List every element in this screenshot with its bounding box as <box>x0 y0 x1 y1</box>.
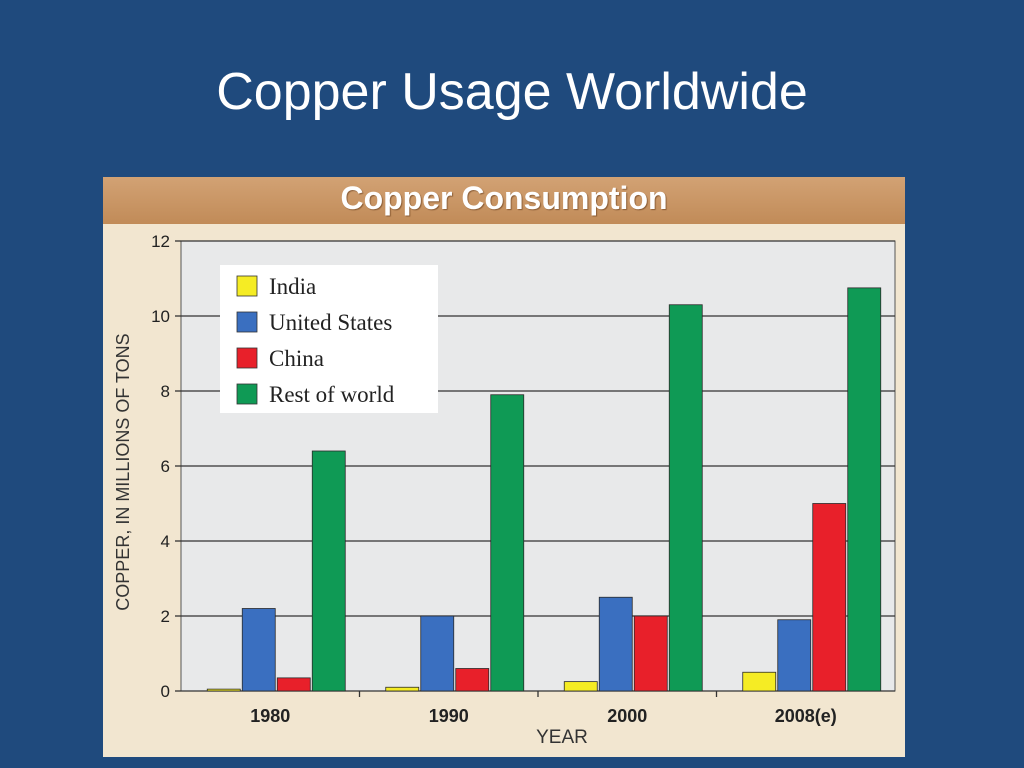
bar-united-states <box>420 615 455 692</box>
bar-chart: 0 2 4 6 8 10 12 1980 1990 2000 2008(e) YEAR COPPER, … <box>113 232 896 748</box>
legend-label: China <box>269 346 324 371</box>
legend-swatch-united-states <box>236 311 258 333</box>
x-tick-label: 1980 <box>250 706 290 726</box>
y-tick-label: 8 <box>161 382 170 401</box>
y-tick-label: 0 <box>161 682 170 701</box>
legend-label: Rest of world <box>269 382 395 407</box>
legend-swatch-india <box>236 275 258 297</box>
bar-united-states <box>241 608 276 692</box>
y-tick-label: 4 <box>161 532 170 551</box>
bar-china <box>633 615 668 692</box>
y-axis-title: COPPER, IN MILLIONS OF TONS <box>113 333 133 610</box>
bar-united-states <box>777 619 812 692</box>
legend-swatch-rest-of-world <box>236 383 258 405</box>
x-tick-label: 2008(e) <box>775 706 837 726</box>
bar-rest-of-world <box>490 394 525 692</box>
bar-rest-of-world <box>668 304 703 692</box>
bar-india <box>385 686 420 692</box>
chart-title: Copper Consumption <box>340 180 668 216</box>
bar-china <box>276 677 311 692</box>
bar-rest-of-world <box>847 287 882 692</box>
chart-panel: Copper Consumption 0 2 4 6 8 10 12 1980 1990 2000… <box>103 177 905 757</box>
x-axis-title: YEAR <box>536 727 588 748</box>
legend-label: India <box>269 274 316 299</box>
bar-china <box>812 503 847 692</box>
legend-swatch-china <box>236 347 258 369</box>
x-tick-label: 1990 <box>429 706 469 726</box>
y-tick-label: 12 <box>151 232 170 251</box>
bar-india <box>742 671 777 692</box>
legend-label: United States <box>269 310 392 335</box>
chart-header: Copper Consumption <box>103 177 905 224</box>
bar-china <box>455 668 490 692</box>
bar-united-states <box>598 596 633 692</box>
y-tick-label: 10 <box>151 307 170 326</box>
y-tick-label: 2 <box>161 607 170 626</box>
x-tick-label: 2000 <box>607 706 647 726</box>
slide-title: Copper Usage Worldwide <box>216 63 808 121</box>
bar-rest-of-world <box>311 450 346 692</box>
bar-india <box>563 681 598 692</box>
bar-india <box>206 688 241 692</box>
y-tick-label: 6 <box>161 457 170 476</box>
